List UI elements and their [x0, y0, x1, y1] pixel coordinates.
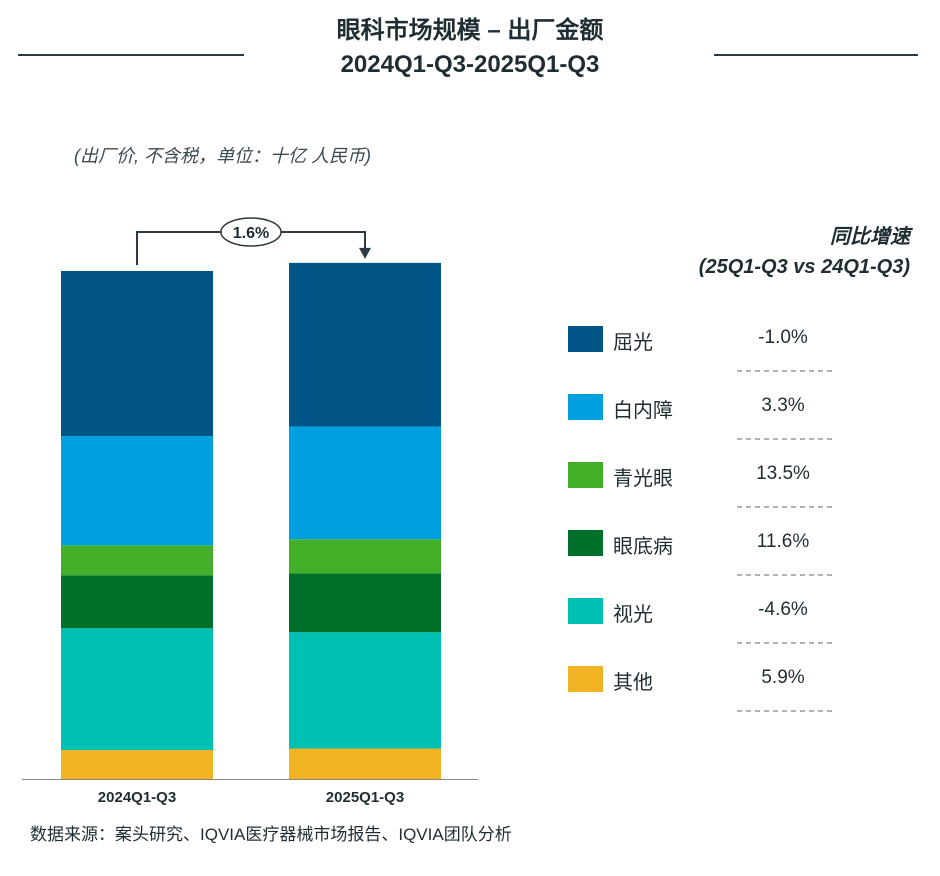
title-line-1: 眼科市场规模 – 出厂金额 — [336, 17, 604, 44]
growth-header: 同比增速 (25Q1-Q3 vs 24Q1-Q3) — [699, 222, 910, 282]
x-tick-label: 2025Q1-Q3 — [326, 789, 404, 806]
bar-segment-青光眼 — [61, 545, 213, 576]
legend-label: 白内障 — [613, 400, 673, 422]
legend-swatch — [568, 326, 603, 352]
growth-value: 5.9% — [761, 667, 805, 688]
source-note: 数据来源：案头研究、IQVIA医疗器械市场报告、IQVIA团队分析 — [30, 825, 512, 844]
growth-value: 13.5% — [756, 463, 810, 484]
legend-swatch — [568, 394, 603, 420]
bar-segment-白内障 — [289, 426, 441, 540]
growth-badge — [220, 217, 282, 247]
legend-swatch — [568, 530, 603, 556]
bar-segment-视光 — [289, 632, 441, 749]
bar-segment-视光 — [61, 628, 213, 751]
bar-segment-白内障 — [61, 436, 213, 546]
bar-segment-其他 — [289, 748, 441, 779]
legend-swatch — [568, 598, 603, 624]
growth-header-line-1: 同比增速 — [830, 226, 910, 248]
bar-segment-屈光 — [289, 262, 441, 427]
bar-segment-青光眼 — [289, 539, 441, 574]
bar-segment-其他 — [61, 750, 213, 779]
title-line-2: 2024Q1-Q3-2025Q1-Q3 — [340, 51, 600, 78]
title-rule-left — [18, 54, 244, 56]
growth-value: -1.0% — [758, 327, 808, 348]
bar-segment-屈光 — [61, 271, 213, 437]
legend-label: 屈光 — [613, 332, 653, 354]
legend-swatch — [568, 666, 603, 692]
growth-value: -4.6% — [758, 599, 808, 620]
chart-title: 眼科市场规模 – 出厂金额 2024Q1-Q3-2025Q1-Q3 — [0, 14, 940, 82]
growth-header-line-2: (25Q1-Q3 vs 24Q1-Q3) — [698, 256, 910, 278]
growth-value: 11.6% — [756, 531, 810, 552]
x-tick-label: 2024Q1-Q3 — [98, 789, 176, 806]
growth-value: 3.3% — [761, 395, 805, 416]
bar-segment-眼底病 — [61, 575, 213, 629]
legend-label: 青光眼 — [613, 468, 673, 490]
growth-badge-label: 1.6% — [233, 225, 269, 242]
legend-label: 视光 — [613, 604, 653, 626]
unit-note: (出厂价, 不含税，单位：十亿 人民币) — [74, 146, 371, 166]
bar-segment-眼底病 — [289, 573, 441, 633]
arrow-down-icon — [359, 247, 371, 259]
legend-label: 其他 — [613, 672, 653, 694]
legend-swatch — [568, 462, 603, 488]
title-rule-right — [714, 54, 918, 56]
legend-label: 眼底病 — [613, 536, 673, 558]
